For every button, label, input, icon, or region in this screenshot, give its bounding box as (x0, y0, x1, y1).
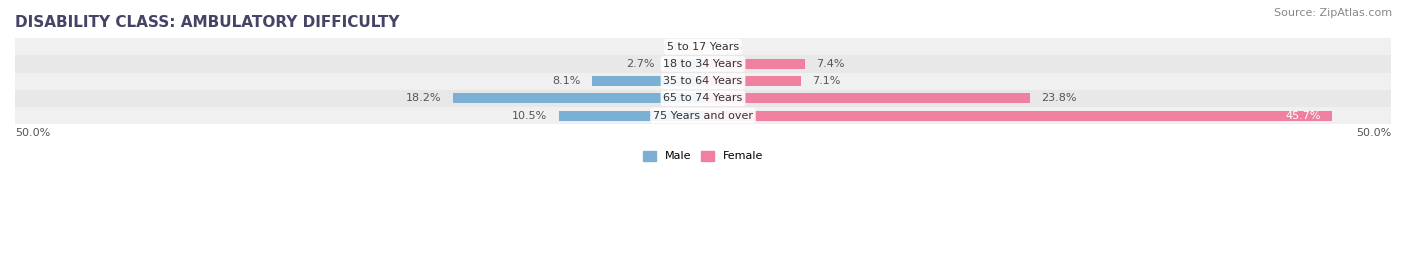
Bar (703, 93, 1031, 103)
Bar (703, 59, 804, 69)
Text: 2.7%: 2.7% (626, 59, 655, 69)
Text: 18.2%: 18.2% (406, 93, 441, 103)
Bar (15, 55, 1391, 73)
Bar (703, 76, 800, 86)
Text: 0.0%: 0.0% (714, 42, 742, 52)
Text: 18 to 34 Years: 18 to 34 Years (664, 59, 742, 69)
Text: 50.0%: 50.0% (1355, 128, 1391, 137)
Text: 75 Years and over: 75 Years and over (652, 111, 754, 121)
Text: 23.8%: 23.8% (1042, 93, 1077, 103)
Text: 35 to 64 Years: 35 to 64 Years (664, 76, 742, 86)
Bar (666, 59, 703, 69)
Text: 50.0%: 50.0% (15, 128, 51, 137)
Text: 7.4%: 7.4% (815, 59, 845, 69)
Bar (703, 111, 1331, 121)
Bar (558, 111, 703, 121)
Text: Source: ZipAtlas.com: Source: ZipAtlas.com (1274, 8, 1392, 18)
Text: 45.7%: 45.7% (1285, 111, 1320, 121)
Text: 0.0%: 0.0% (664, 42, 692, 52)
Bar (15, 107, 1391, 124)
Bar (15, 38, 1391, 55)
Text: 8.1%: 8.1% (553, 76, 581, 86)
Bar (15, 73, 1391, 90)
Legend: Male, Female: Male, Female (638, 146, 768, 166)
Bar (592, 76, 703, 86)
Text: 7.1%: 7.1% (811, 76, 839, 86)
Bar (15, 90, 1391, 107)
Bar (453, 93, 703, 103)
Text: 65 to 74 Years: 65 to 74 Years (664, 93, 742, 103)
Text: 5 to 17 Years: 5 to 17 Years (666, 42, 740, 52)
Text: DISABILITY CLASS: AMBULATORY DIFFICULTY: DISABILITY CLASS: AMBULATORY DIFFICULTY (15, 15, 399, 30)
Text: 10.5%: 10.5% (512, 111, 547, 121)
